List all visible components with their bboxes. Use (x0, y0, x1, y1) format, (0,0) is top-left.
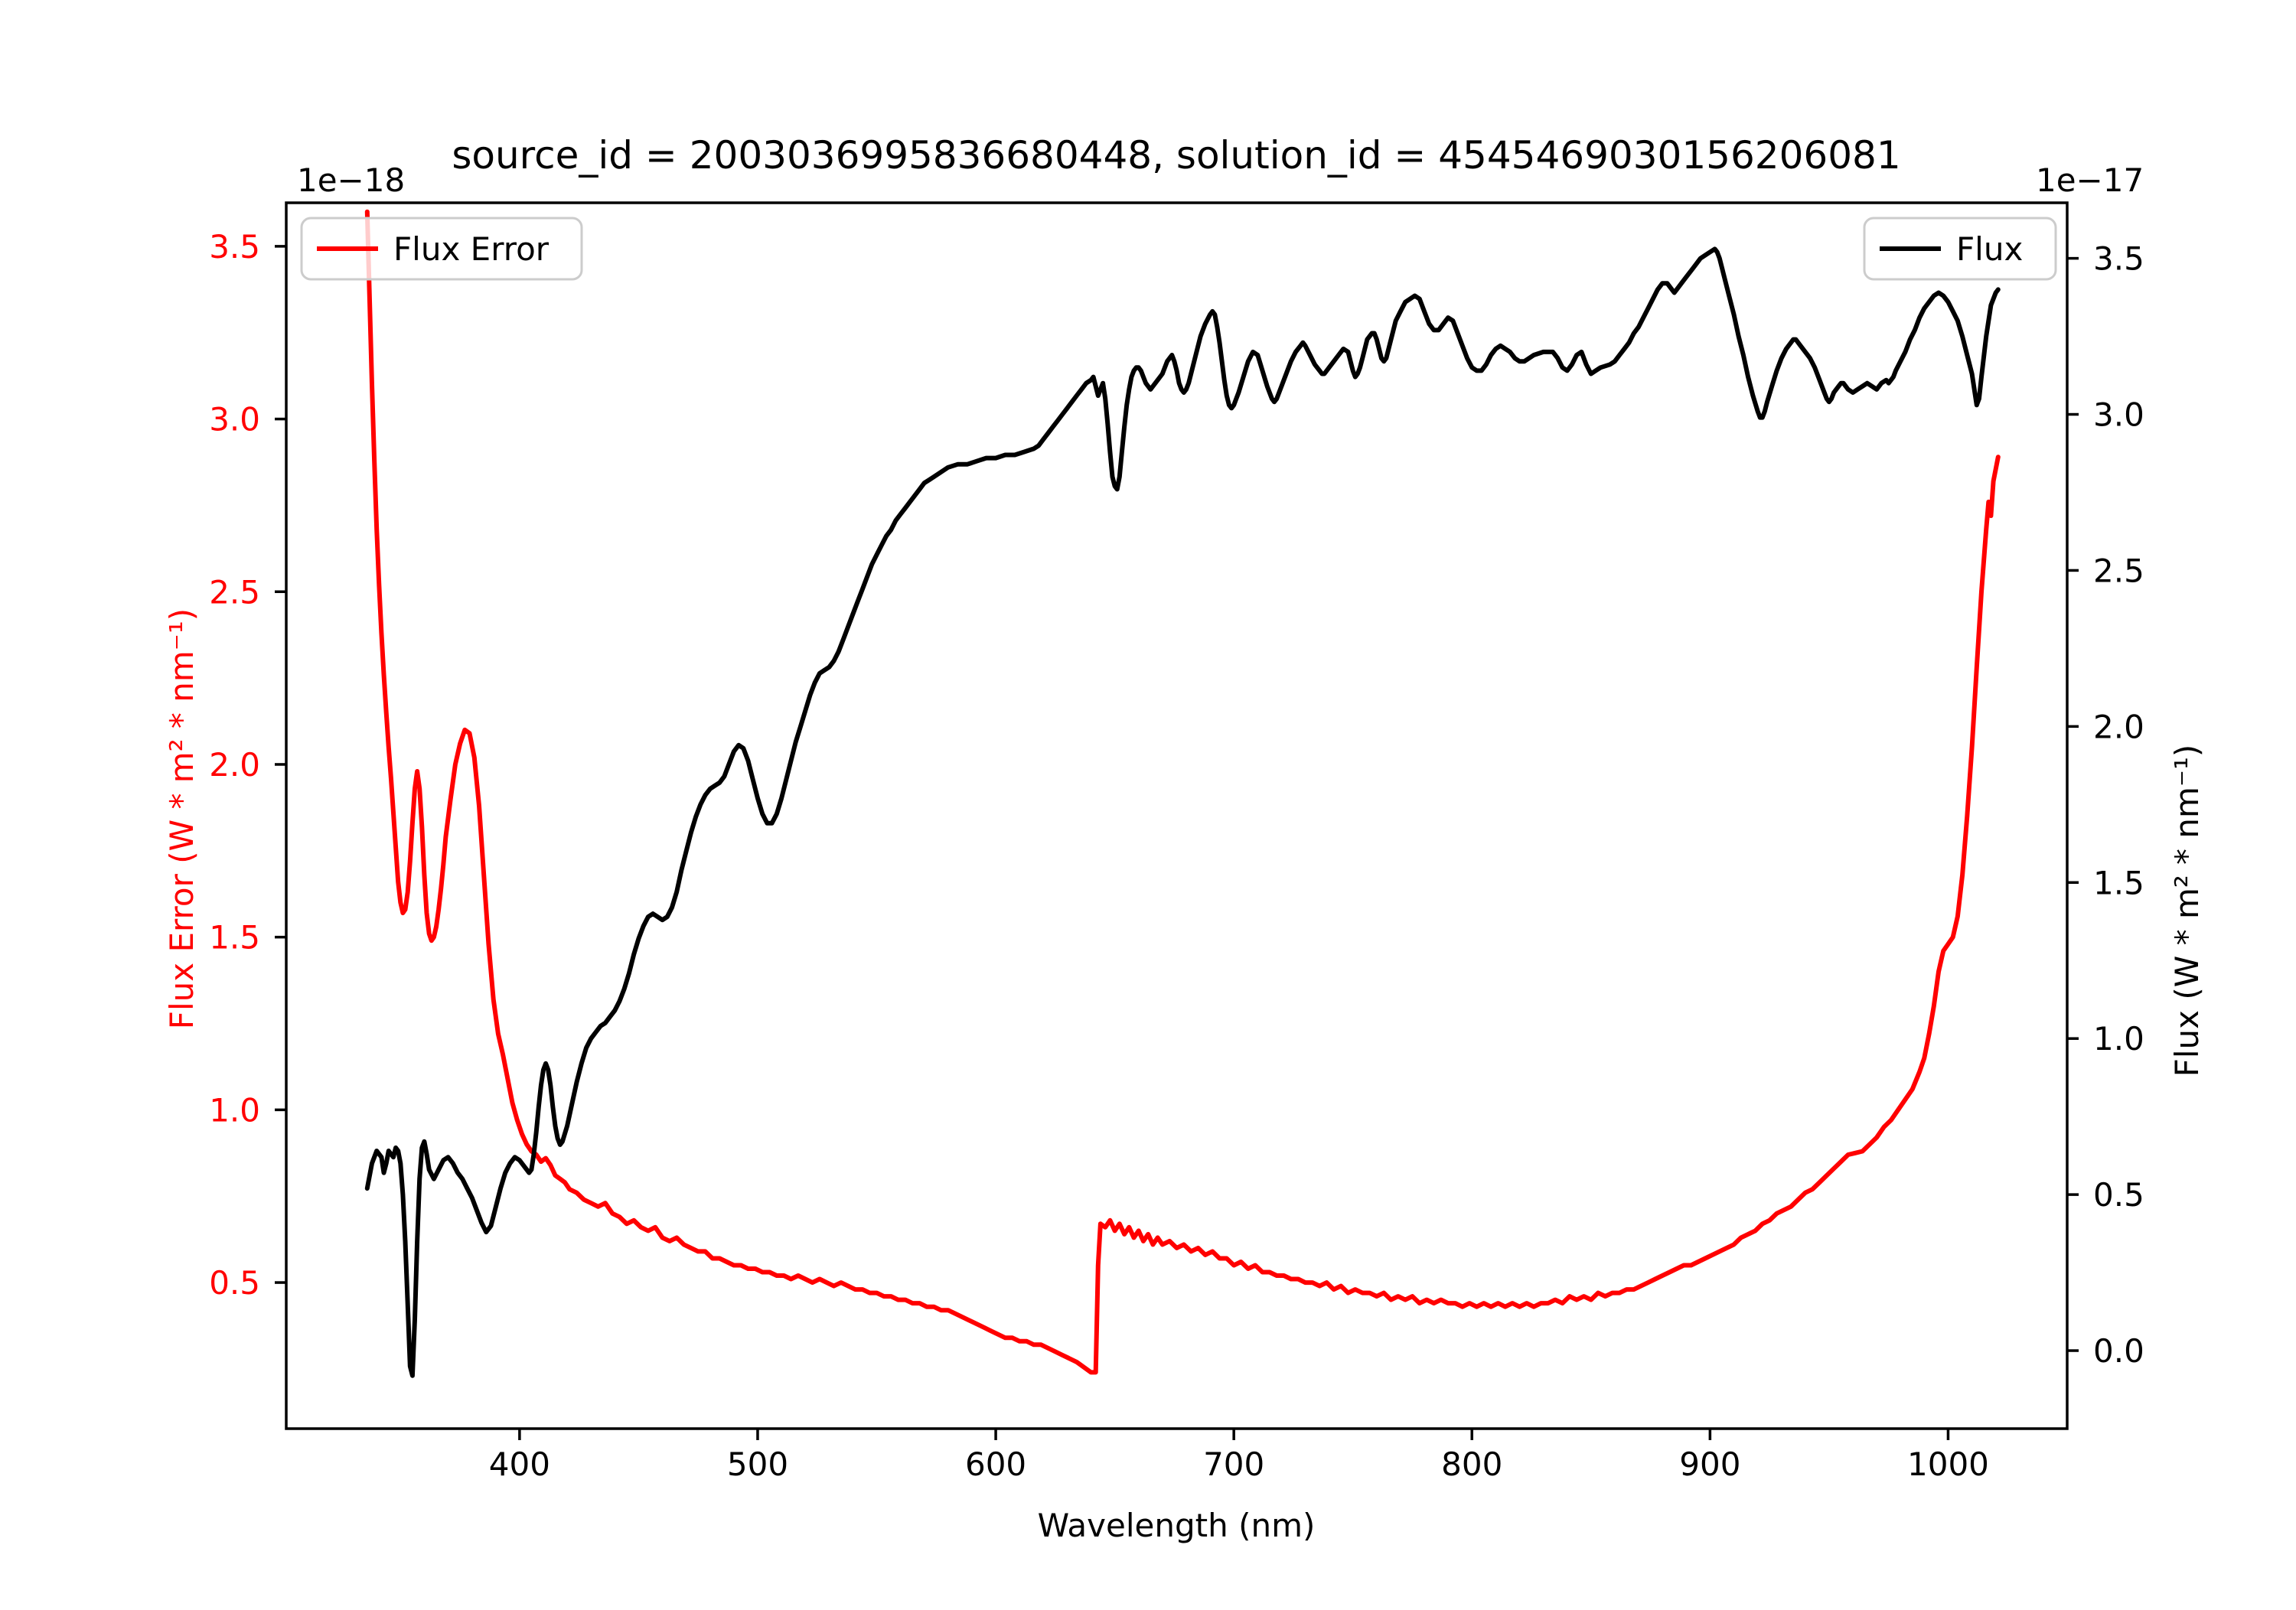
left-axis-offset-label: 1e−18 (297, 161, 405, 199)
data-series (364, 209, 2001, 1378)
flux-line (364, 246, 2001, 1378)
left-y-tick-label: 2.5 (209, 573, 260, 611)
left-y-axis-label: Flux Error (W * m² * nm⁻¹) (163, 608, 201, 1029)
legend-flux[interactable]: Flux (1863, 217, 2057, 281)
legend-flux-box (1863, 217, 2057, 281)
right-y-tick-label: 0.0 (2093, 1332, 2144, 1370)
left-y-tick-label: 0.5 (209, 1264, 260, 1302)
x-tick-label: 400 (489, 1445, 550, 1483)
right-y-tick-label: 1.0 (2093, 1020, 2144, 1058)
x-tick-label: 700 (1203, 1445, 1264, 1483)
x-tick-label: 900 (1679, 1445, 1740, 1483)
legend-flux-error-label: Flux Error (393, 230, 550, 268)
left-y-tick-label: 2.0 (209, 746, 260, 784)
legend-flux-error-box (300, 217, 583, 281)
x-axis-label: Wavelength (nm) (1038, 1507, 1316, 1544)
right-y-tick-label: 2.5 (2093, 552, 2144, 589)
left-y-tick-label: 1.0 (209, 1091, 260, 1129)
left-y-tick-label: 3.0 (209, 401, 260, 438)
right-y-tick-label: 1.5 (2093, 864, 2144, 901)
left-y-tick-label: 1.5 (209, 919, 260, 957)
right-y-tick-label: 3.5 (2093, 240, 2144, 278)
x-tick-label: 500 (727, 1445, 788, 1483)
right-y-tick-label: 3.0 (2093, 396, 2144, 434)
chart-title: source_id = 2003036995836680448, solutio… (452, 133, 1900, 178)
axes-ticks: 400 500 600 700 800 900 1000 0.5 1.0 1.5 2.0 2.5 3.0… (209, 228, 2144, 1483)
x-tick-label: 800 (1441, 1445, 1502, 1483)
right-y-tick-label: 2.0 (2093, 708, 2144, 745)
right-axis-offset-label: 1e−17 (2036, 161, 2144, 199)
x-tick-label: 600 (965, 1445, 1026, 1483)
x-tick-label: 1000 (1907, 1445, 1989, 1483)
left-y-tick-label: 3.5 (209, 228, 260, 266)
plot-border (285, 201, 2069, 1430)
flux-error-line (364, 209, 2001, 1375)
right-y-tick-label: 0.5 (2093, 1176, 2144, 1214)
legend-flux-label: Flux (1956, 230, 2023, 268)
legend-flux-error[interactable]: Flux Error (300, 217, 583, 281)
right-y-axis-label: Flux (W * m² * nm⁻¹) (2168, 745, 2206, 1077)
